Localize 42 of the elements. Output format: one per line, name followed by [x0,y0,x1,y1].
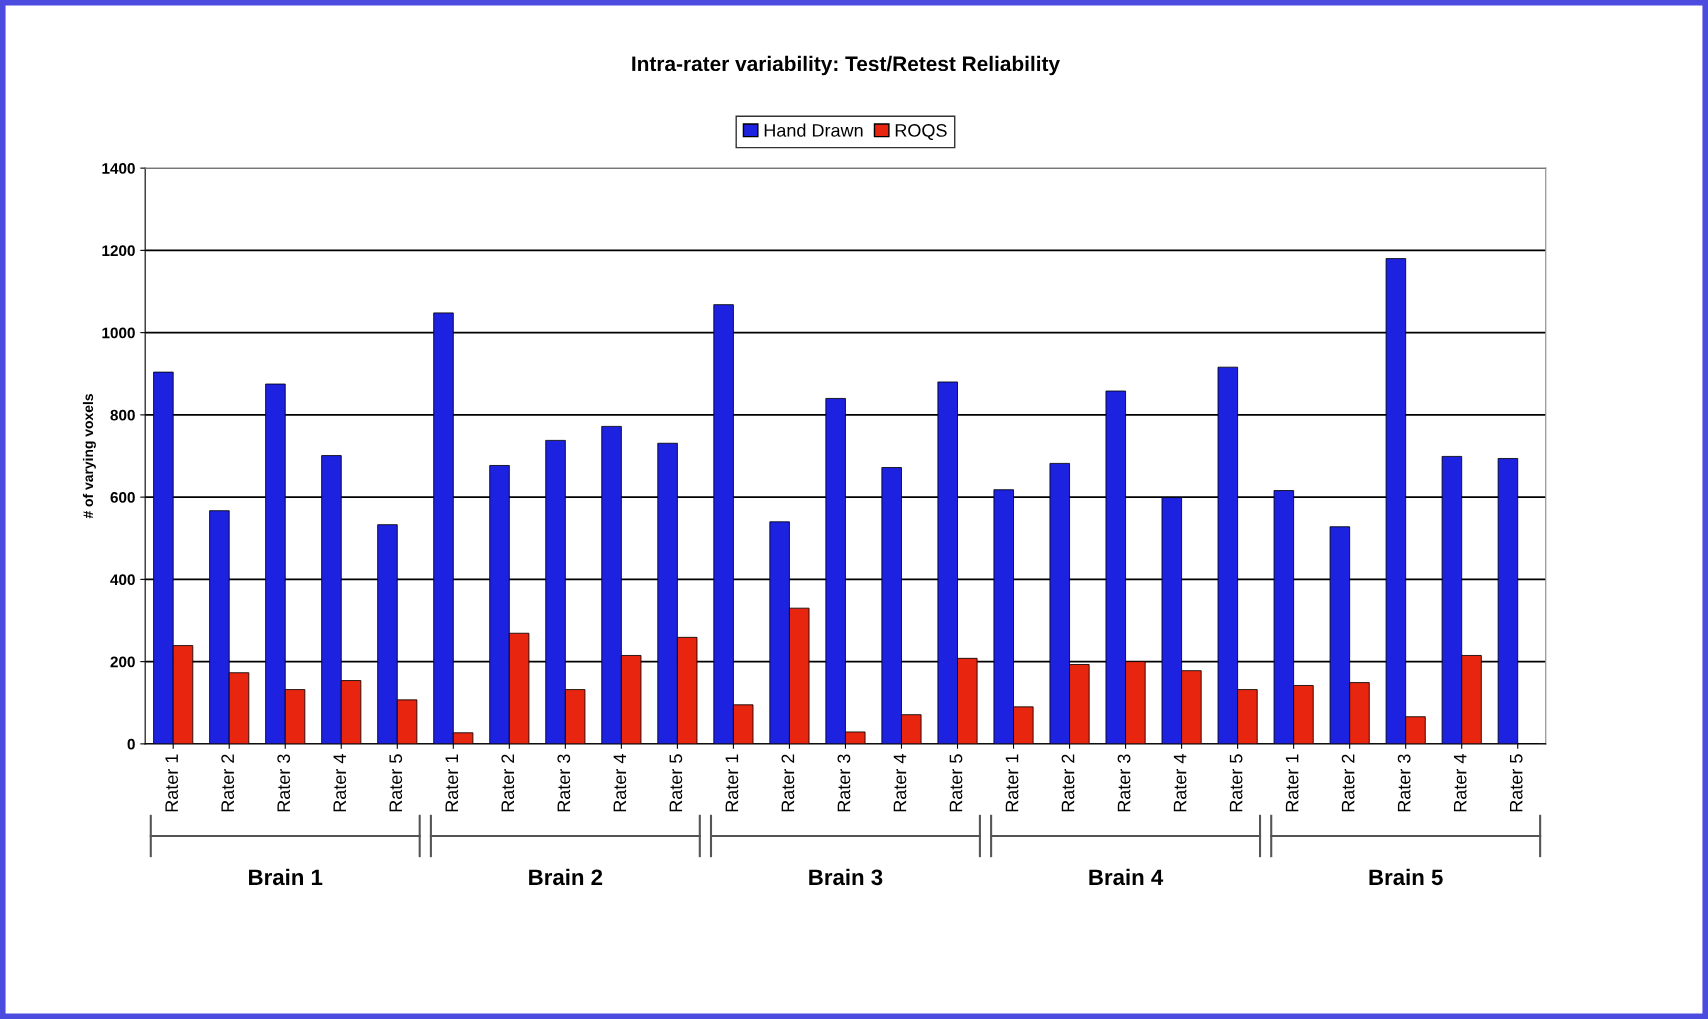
x-tick-label: Rater 4 [1173,754,1187,812]
x-tick-label: Rater 2 [781,754,795,812]
x-tick-label: Rater 1 [165,754,179,812]
x-tick-label: Rater 4 [333,754,347,812]
x-tick-label: Rater 1 [725,754,739,812]
y-tick-label: 200 [110,656,135,668]
x-tick-label: Rater 2 [501,754,515,812]
x-tick-label: Rater 3 [837,754,851,812]
x-tick-label: Rater 3 [557,754,571,812]
x-tick-label: Rater 1 [1005,754,1019,812]
text: Brain 3 [809,868,883,886]
x-tick-label: Rater 2 [1341,754,1355,812]
x-tick-label: Rater 2 [221,754,235,812]
x-tick-label: Rater 4 [893,754,907,812]
x-tick-label: Rater 5 [949,754,963,812]
x-tick-label: Rater 1 [1285,754,1299,812]
x-tick-label: Rater 4 [613,754,627,812]
x-tick-label: Rater 2 [1061,754,1075,812]
y-tick-label: 1200 [102,245,135,257]
x-tick-label: Rater 5 [1509,754,1523,812]
legend-label: ROQS [895,124,947,141]
text: Brain 1 [249,868,323,886]
y-tick-label: 1000 [102,327,135,339]
y-tick-label: 0 [127,738,135,750]
x-tick-label: Rater 1 [445,754,459,812]
legend-label: Hand Drawn [764,123,863,137]
x-tick-label: Rater 3 [1397,754,1411,812]
text: Brain 2 [529,868,603,886]
text: Brain 5 [1369,868,1443,886]
x-tick-label: Rater 5 [389,754,403,812]
text: Brain 4 [1089,868,1164,886]
y-tick-label: 800 [110,409,135,421]
y-tick-label: 600 [110,491,135,503]
chart-title: Intra-rater variability: Test/Retest Reliability [632,55,1060,76]
y-tick-label: 1400 [102,163,135,174]
x-tick-label: Rater 5 [669,754,683,812]
x-tick-label: Rater 4 [1453,754,1467,812]
x-tick-label: Rater 3 [277,754,291,812]
x-tick-label: Rater 5 [1229,754,1243,812]
x-tick-label: Rater 3 [1117,754,1131,812]
y-tick-label: 400 [110,574,135,586]
y-axis-title: # of varying voxels [82,394,96,519]
